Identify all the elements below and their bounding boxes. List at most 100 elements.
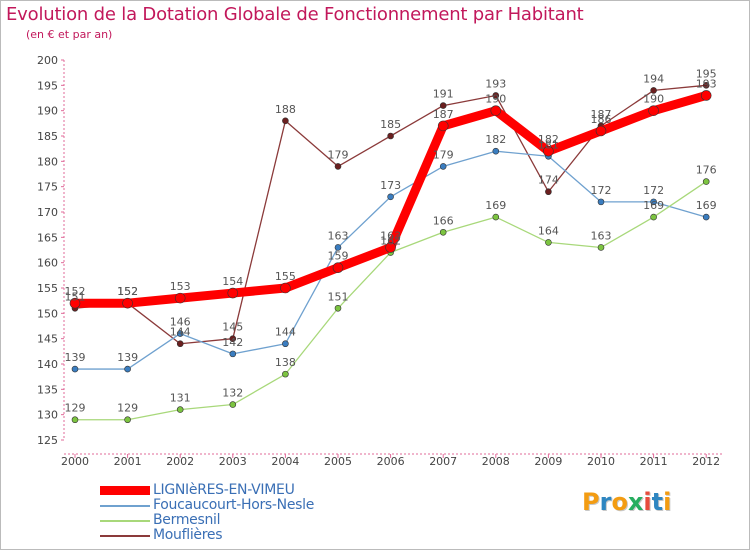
legend-swatch-mouflieres xyxy=(100,535,150,537)
y-tick-label: 125 xyxy=(37,434,58,447)
data-point xyxy=(71,416,79,424)
x-tick-label: 2008 xyxy=(482,455,510,468)
data-label: 138 xyxy=(275,356,296,369)
data-point xyxy=(595,125,607,137)
y-tick-label: 195 xyxy=(37,79,58,92)
logo-letter: t xyxy=(651,488,664,516)
data-label: 174 xyxy=(538,174,559,187)
data-label: 195 xyxy=(696,67,717,80)
data-label: 142 xyxy=(222,336,243,349)
logo-letter: i xyxy=(643,488,652,516)
data-label: 139 xyxy=(65,351,86,364)
data-label: 144 xyxy=(170,326,191,339)
y-tick-label: 155 xyxy=(37,282,58,295)
axes: 125 130 135 140 145 150 155 160 165 170 175 180 185 1… xyxy=(37,54,722,468)
y-tick-label: 170 xyxy=(37,206,58,219)
data-label: 190 xyxy=(643,93,664,106)
data-point xyxy=(437,120,449,132)
series-layer xyxy=(69,82,712,424)
data-label: 187 xyxy=(433,108,454,121)
data-labels-layer: 152 152 153 154 1551591631871901821861901931… xyxy=(65,67,717,414)
data-point xyxy=(439,102,447,109)
x-tick-label: 2002 xyxy=(166,455,194,468)
chart-subtitle: (en € et par an) xyxy=(26,28,113,41)
data-label: 132 xyxy=(222,387,243,400)
data-point xyxy=(597,244,605,251)
x-tick-label: 2012 xyxy=(692,455,720,468)
data-label: 181 xyxy=(538,138,559,151)
data-point xyxy=(650,87,657,94)
data-label: 152 xyxy=(65,285,86,298)
data-point xyxy=(229,401,237,408)
logo-letter: i xyxy=(663,488,672,516)
data-point xyxy=(227,287,239,299)
data-point xyxy=(387,132,394,140)
legend-swatch-foucaucourt xyxy=(100,505,150,507)
logo-letter: r xyxy=(599,488,612,516)
data-point xyxy=(650,198,657,206)
data-label: 169 xyxy=(485,199,506,212)
x-tick-label: 2009 xyxy=(534,455,562,468)
y-tick-label: 200 xyxy=(37,54,58,67)
data-label: 179 xyxy=(328,148,349,161)
data-label: 190 xyxy=(485,93,506,106)
data-label: 154 xyxy=(222,275,243,288)
data-label: 163 xyxy=(328,229,349,242)
data-label: 173 xyxy=(380,179,401,192)
legend-swatch-lignieres xyxy=(100,486,150,495)
y-tick-label: 150 xyxy=(37,307,58,320)
data-point xyxy=(334,304,342,312)
y-tick-label: 180 xyxy=(37,155,58,168)
data-point xyxy=(334,244,342,251)
data-point xyxy=(648,105,659,116)
data-label: 139 xyxy=(117,351,138,364)
data-point xyxy=(597,198,605,206)
data-label: 163 xyxy=(591,229,612,242)
data-label: 153 xyxy=(170,280,191,293)
data-point xyxy=(282,340,289,348)
data-point xyxy=(490,105,502,116)
y-tick-label: 165 xyxy=(37,231,58,244)
logo-letter: x xyxy=(627,488,644,516)
data-label: 194 xyxy=(643,72,664,85)
data-label: 151 xyxy=(328,290,349,303)
data-label: 182 xyxy=(485,133,506,146)
data-point xyxy=(176,406,184,413)
data-point xyxy=(332,262,344,274)
data-point xyxy=(700,90,712,101)
data-label: 172 xyxy=(591,184,612,197)
x-tick-label: 2007 xyxy=(429,455,457,468)
data-point xyxy=(492,92,500,99)
data-point xyxy=(545,188,552,196)
proxiti-logo: Proxiti xyxy=(582,488,671,516)
data-label: 129 xyxy=(117,402,138,415)
data-point xyxy=(282,370,289,378)
data-label: 176 xyxy=(696,164,717,177)
legend-label-lignieres: LIGNIèRES-EN-VIMEU xyxy=(153,482,295,498)
x-tick-label: 2003 xyxy=(219,455,247,468)
data-point xyxy=(702,178,710,185)
data-label: 152 xyxy=(117,285,138,298)
data-point xyxy=(122,297,133,309)
data-label: 193 xyxy=(696,77,717,90)
logo-letter: P xyxy=(582,488,600,516)
y-tick-label: 130 xyxy=(37,409,58,422)
x-tick-label: 2005 xyxy=(324,455,352,468)
data-point xyxy=(702,213,710,221)
data-point xyxy=(543,145,554,157)
y-tick-label: 135 xyxy=(37,383,58,396)
data-point xyxy=(492,147,500,155)
data-label: 129 xyxy=(65,402,86,415)
legend-label-foucaucourt: Foucaucourt-Hors-Nesle xyxy=(153,497,315,513)
data-label: 163 xyxy=(380,229,401,242)
x-tick-label: 2004 xyxy=(271,455,299,468)
data-point xyxy=(280,282,291,294)
y-tick-label: 175 xyxy=(37,181,58,194)
data-label: 155 xyxy=(275,270,296,283)
legend-label-mouflieres: Mouflières xyxy=(153,527,223,543)
y-tick-label: 140 xyxy=(37,358,58,371)
data-label: 186 xyxy=(591,113,612,126)
data-point xyxy=(439,163,447,170)
data-point xyxy=(650,213,657,221)
